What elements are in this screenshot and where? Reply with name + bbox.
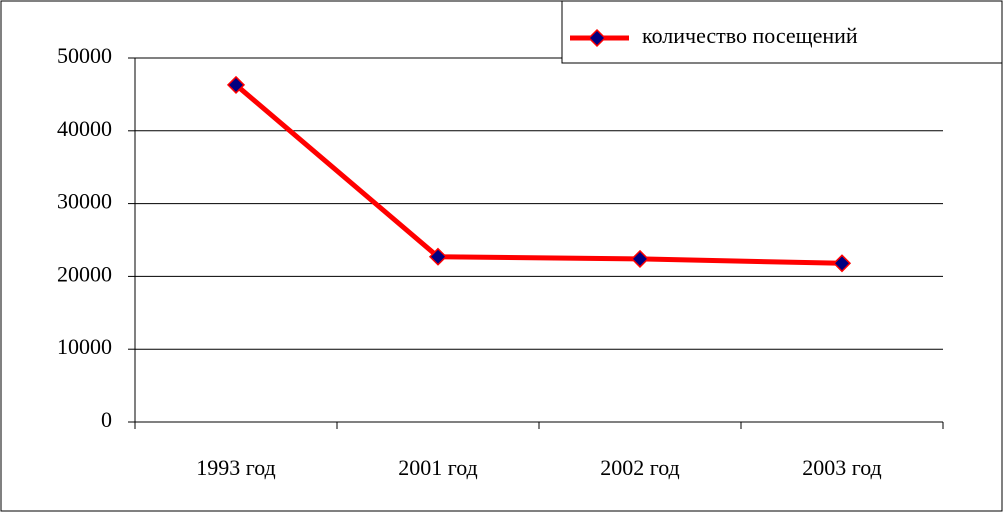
y-tick-label: 20000 bbox=[57, 261, 112, 286]
x-tick-label: 2003 год bbox=[802, 455, 882, 480]
x-tick-label: 2001 год bbox=[398, 455, 478, 480]
y-tick-label: 50000 bbox=[57, 43, 112, 68]
legend-marker bbox=[587, 28, 607, 48]
legend-label: количество посещений bbox=[642, 23, 858, 48]
marker bbox=[630, 249, 650, 268]
y-tick-label: 40000 bbox=[57, 116, 112, 141]
y-tick-label: 10000 bbox=[57, 334, 112, 359]
marker bbox=[226, 75, 246, 94]
line bbox=[234, 83, 843, 266]
marker bbox=[832, 254, 852, 273]
x-tick-label: 2002 год bbox=[600, 455, 680, 480]
legend-box bbox=[561, 0, 1003, 64]
y-tick-label: 0 bbox=[101, 407, 112, 432]
y-tick-label: 30000 bbox=[57, 189, 112, 214]
marker bbox=[428, 247, 448, 266]
x-tick-label: 1993 год bbox=[196, 455, 276, 480]
